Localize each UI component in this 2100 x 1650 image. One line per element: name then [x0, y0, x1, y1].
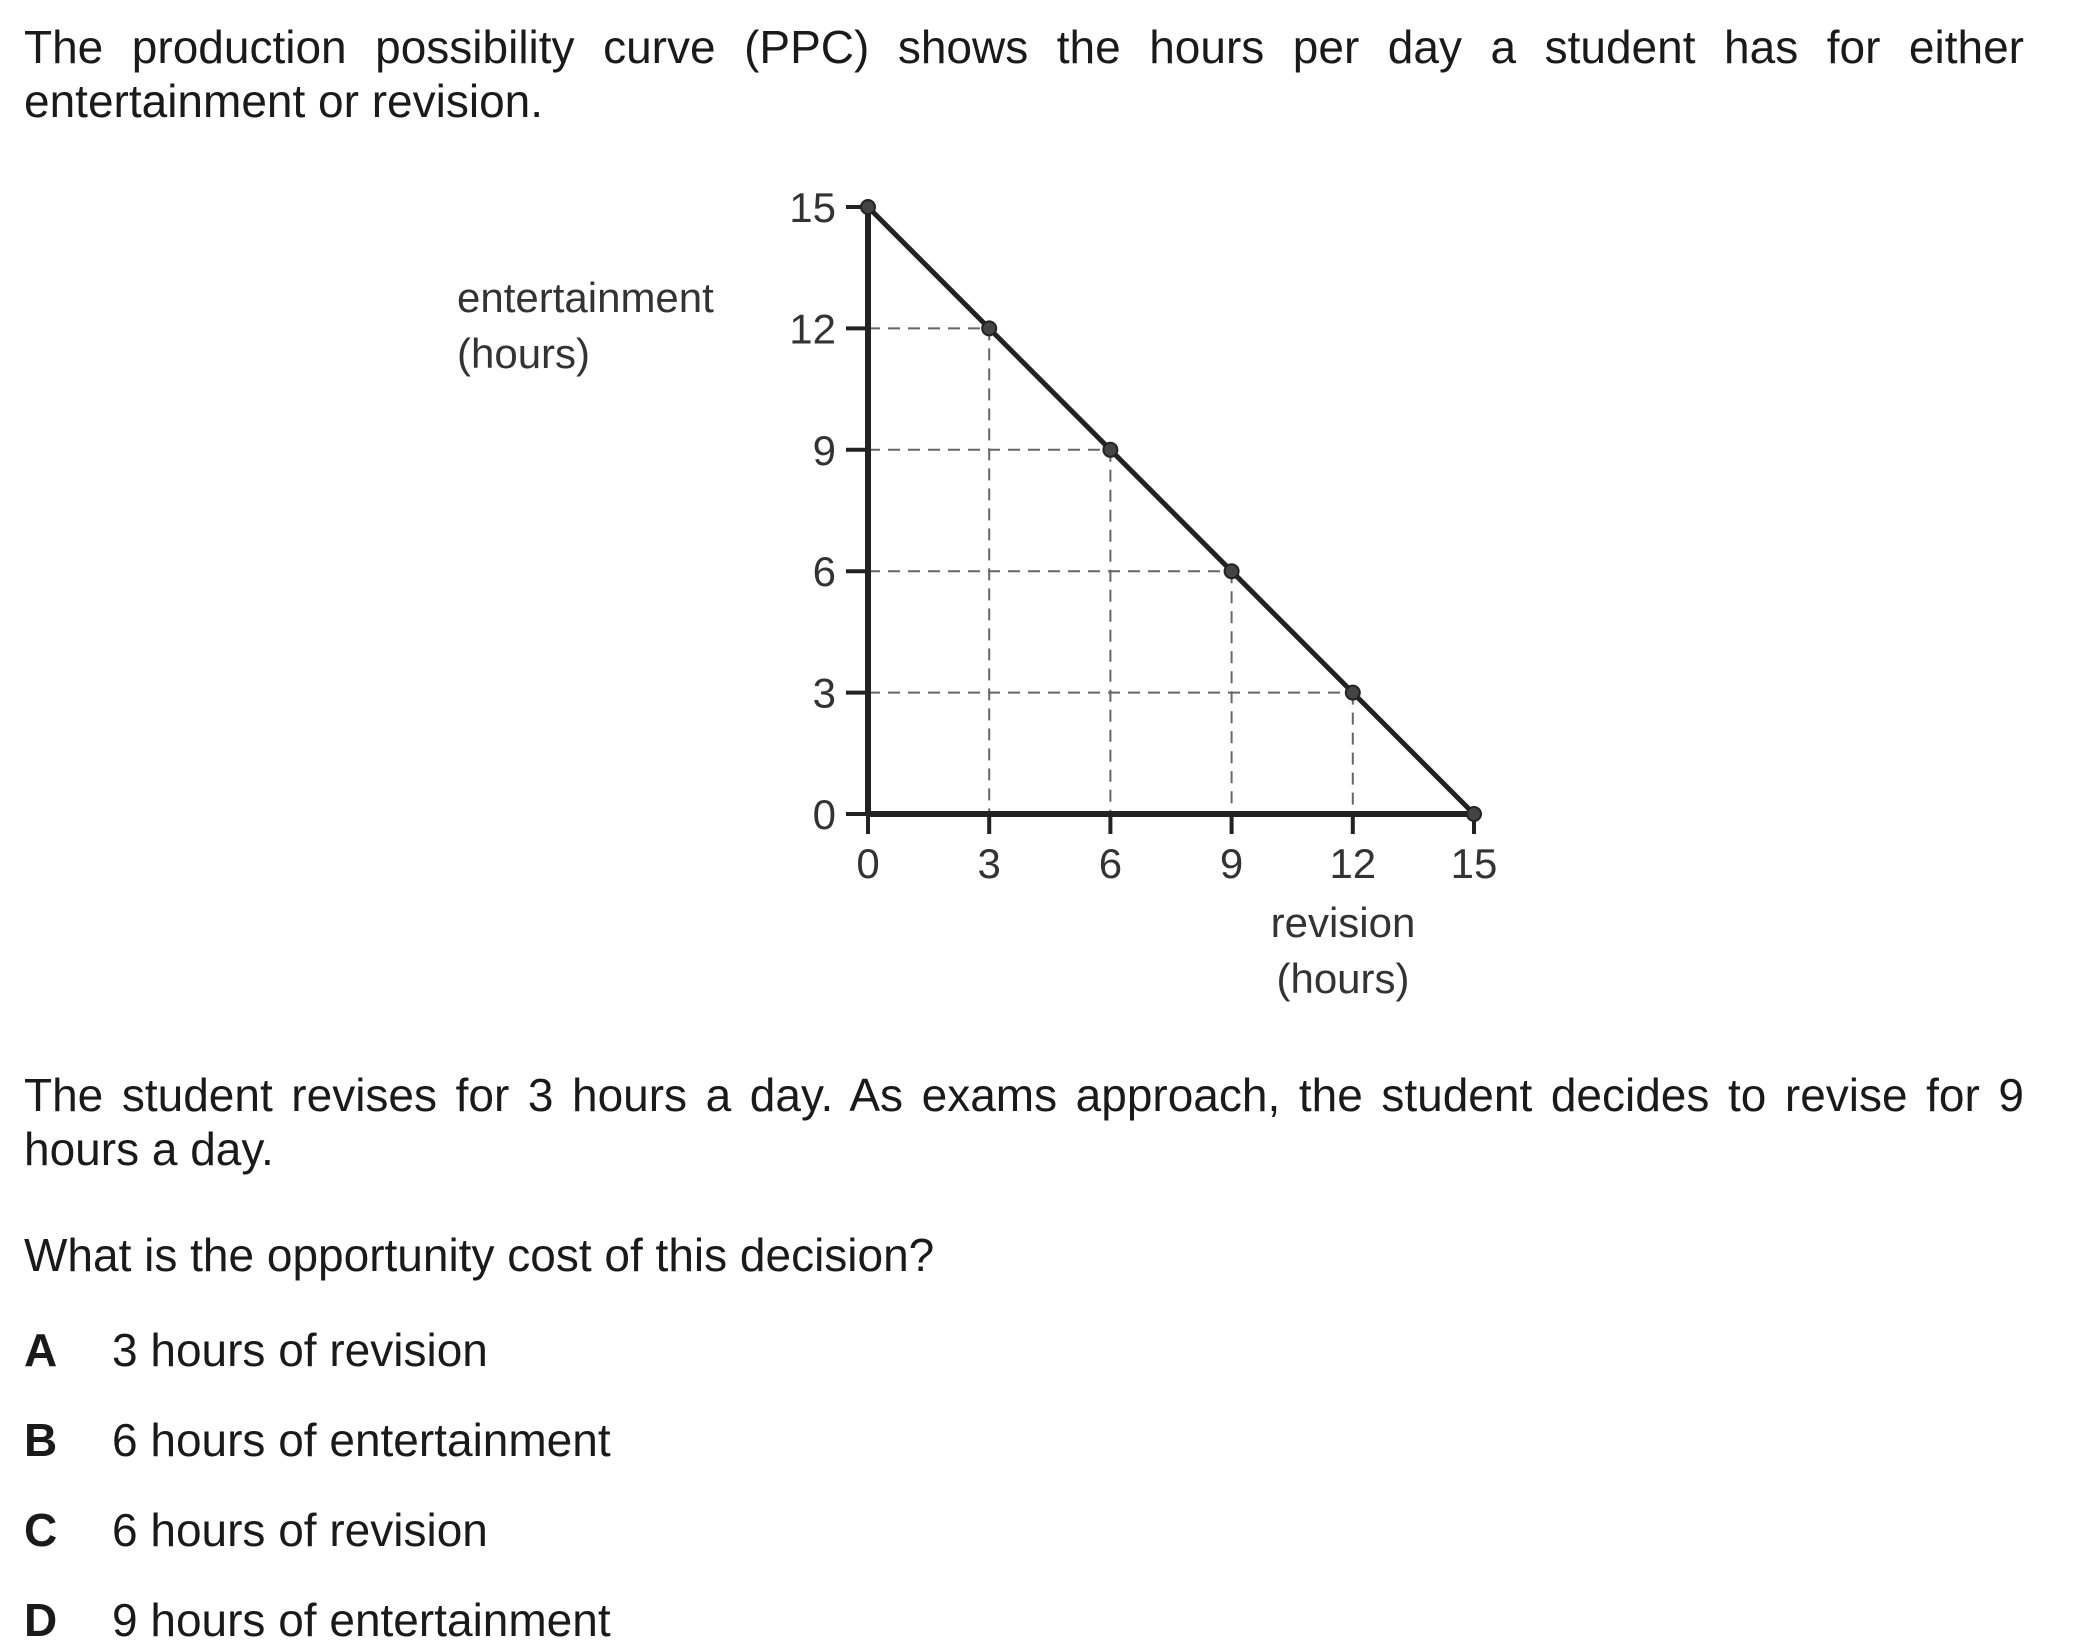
data-point-3-12 — [981, 320, 998, 337]
data-points — [860, 199, 1482, 822]
question-text: What is the opportunity cost of this dec… — [24, 1229, 935, 1281]
x-tick-label-9: 9 — [1220, 840, 1243, 887]
data-point-9-6 — [1223, 563, 1240, 580]
ppc-line-layer — [866, 205, 1476, 816]
option-d[interactable]: D 9 hours of entertainment — [24, 1590, 611, 1650]
option-b-letter: B — [24, 1414, 58, 1466]
axes — [846, 205, 1476, 834]
ppc-chart: entertainment (hours) revision (hours) 0… — [457, 184, 1497, 1002]
x-axis-label-line-1: revision — [1271, 899, 1416, 946]
y-tick-label-3: 3 — [813, 670, 836, 717]
y-axis-label-line-1: entertainment — [457, 274, 714, 321]
option-c-letter: C — [24, 1504, 58, 1556]
option-a-text: 3 hours of revision — [112, 1324, 488, 1376]
x-tick-label-6: 6 — [1099, 840, 1122, 887]
x-tick-label-0: 0 — [856, 840, 879, 887]
y-tick-label-9: 9 — [813, 427, 836, 474]
data-point-15-0 — [1466, 806, 1482, 822]
data-point-12-3 — [1344, 684, 1361, 701]
option-d-letter: D — [24, 1594, 58, 1646]
y-tick-label-0: 0 — [813, 791, 836, 838]
y-tick-label-6: 6 — [813, 548, 836, 595]
x-tick-label-3: 3 — [978, 840, 1001, 887]
x-tick-label-12: 12 — [1329, 840, 1376, 887]
option-b-text: 6 hours of entertainment — [112, 1414, 611, 1466]
data-point-6-9 — [1102, 441, 1119, 458]
data-point-0-15 — [860, 199, 876, 215]
tick-labels: 0 3 6 9 12 15 0 3 6 9 12 15 — [789, 184, 1497, 887]
ppc-chart-svg: entertainment (hours) revision (hours) 0… — [457, 184, 1497, 1002]
option-d-text: 9 hours of entertainment — [112, 1594, 611, 1646]
scenario-text: The student revises for 3 hours a day. A… — [24, 1069, 2024, 1175]
option-b[interactable]: B 6 hours of entertainment — [24, 1410, 611, 1470]
option-c-text: 6 hours of revision — [112, 1504, 488, 1556]
x-axis-label-line-2: (hours) — [1276, 955, 1409, 1002]
guide-lines — [868, 327, 1354, 814]
option-c[interactable]: C 6 hours of revision — [24, 1500, 488, 1560]
intro-text: The production possibility curve (PPC) s… — [24, 21, 2024, 127]
y-tick-label-15: 15 — [789, 184, 836, 231]
ppc-line — [866, 205, 1476, 816]
option-a-letter: A — [24, 1324, 58, 1376]
y-tick-label-12: 12 — [789, 305, 836, 352]
x-tick-label-15: 15 — [1451, 840, 1498, 887]
option-a[interactable]: A 3 hours of revision — [24, 1320, 488, 1380]
y-axis-label-line-2: (hours) — [457, 330, 590, 377]
